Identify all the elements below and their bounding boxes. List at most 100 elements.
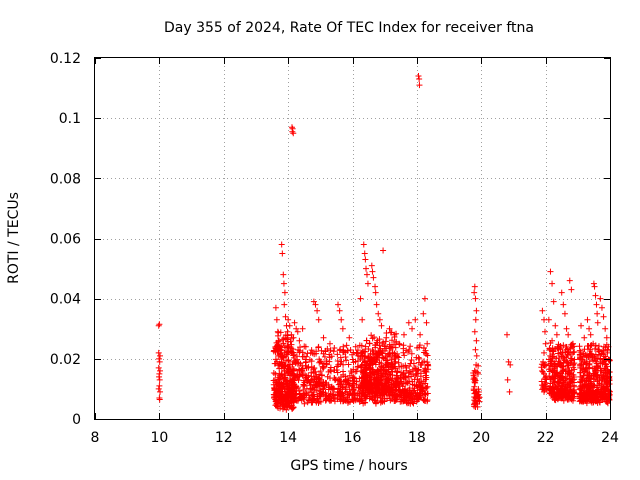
data-point xyxy=(279,371,286,378)
data-point xyxy=(408,350,415,357)
data-point xyxy=(400,342,407,349)
data-point xyxy=(284,365,291,372)
data-point xyxy=(561,310,568,317)
x-tick-label: 12 xyxy=(215,430,233,446)
data-point xyxy=(377,394,384,401)
data-point xyxy=(315,382,322,389)
data-point xyxy=(302,343,309,350)
data-point xyxy=(331,345,338,352)
y-tick-label: 0 xyxy=(72,412,81,428)
data-point xyxy=(317,392,324,399)
data-point xyxy=(309,376,316,383)
data-point xyxy=(473,361,480,368)
data-point xyxy=(330,392,337,399)
data-point xyxy=(604,379,611,386)
data-point xyxy=(271,387,278,394)
data-point xyxy=(375,368,382,375)
data-point xyxy=(592,292,599,299)
data-point xyxy=(564,393,571,400)
data-point xyxy=(277,349,284,356)
data-point xyxy=(424,340,431,347)
data-point xyxy=(303,353,310,360)
data-point xyxy=(473,400,480,407)
data-point xyxy=(314,396,321,403)
data-point xyxy=(372,283,379,290)
data-point xyxy=(417,331,424,338)
data-point xyxy=(353,368,360,375)
data-point xyxy=(289,346,296,353)
data-point xyxy=(584,352,591,359)
data-point xyxy=(368,262,375,269)
data-point xyxy=(317,398,324,405)
data-point xyxy=(595,347,602,354)
x-tick-label: 20 xyxy=(472,430,490,446)
data-point xyxy=(322,379,329,386)
data-point xyxy=(356,342,363,349)
data-point xyxy=(383,375,390,382)
data-point xyxy=(301,382,308,389)
data-point xyxy=(592,375,599,382)
data-point xyxy=(413,354,420,361)
data-point xyxy=(362,256,369,263)
data-point xyxy=(590,390,597,397)
data-point xyxy=(359,316,366,323)
data-point xyxy=(604,400,611,407)
data-point xyxy=(598,367,605,374)
data-point xyxy=(549,351,556,358)
data-point xyxy=(406,363,413,370)
data-point xyxy=(577,373,584,380)
data-point xyxy=(334,351,341,358)
data-point xyxy=(320,389,327,396)
data-point xyxy=(473,388,480,395)
data-point xyxy=(361,380,368,387)
data-point xyxy=(157,352,164,359)
x-axis-label: GPS time / hours xyxy=(290,458,407,474)
data-point xyxy=(344,376,351,383)
data-point xyxy=(320,334,327,341)
data-point xyxy=(342,353,349,360)
data-point xyxy=(389,337,396,344)
data-point xyxy=(584,396,591,403)
data-point xyxy=(470,372,477,379)
data-point xyxy=(308,369,315,376)
data-point xyxy=(279,353,286,360)
data-point xyxy=(369,354,376,361)
data-point xyxy=(594,319,601,326)
data-point xyxy=(301,400,308,407)
data-point xyxy=(312,301,319,308)
data-point xyxy=(397,374,404,381)
data-point xyxy=(356,390,363,397)
data-point xyxy=(403,347,410,354)
data-point xyxy=(546,385,553,392)
data-point xyxy=(345,361,352,368)
data-point xyxy=(362,393,369,400)
data-point xyxy=(577,364,584,371)
data-point xyxy=(600,313,607,320)
data-point xyxy=(288,370,295,377)
data-point xyxy=(351,395,358,402)
data-point xyxy=(287,388,294,395)
data-point xyxy=(560,360,567,367)
data-point xyxy=(284,328,291,335)
data-point xyxy=(276,370,283,377)
data-point xyxy=(603,385,610,392)
data-point xyxy=(591,283,598,290)
data-point xyxy=(381,343,388,350)
data-point xyxy=(301,391,308,398)
data-point xyxy=(380,247,387,254)
data-point xyxy=(558,353,565,360)
data-point xyxy=(568,388,575,395)
data-point xyxy=(383,334,390,341)
data-point xyxy=(372,344,379,351)
data-point xyxy=(471,375,478,382)
data-point xyxy=(539,307,546,314)
data-point xyxy=(396,341,403,348)
data-point xyxy=(344,396,351,403)
data-point xyxy=(603,395,610,402)
plot-frame xyxy=(94,57,611,420)
data-point xyxy=(302,390,309,397)
data-point xyxy=(541,379,548,386)
data-point xyxy=(157,388,164,395)
data-point xyxy=(360,241,367,248)
data-point xyxy=(328,391,335,398)
